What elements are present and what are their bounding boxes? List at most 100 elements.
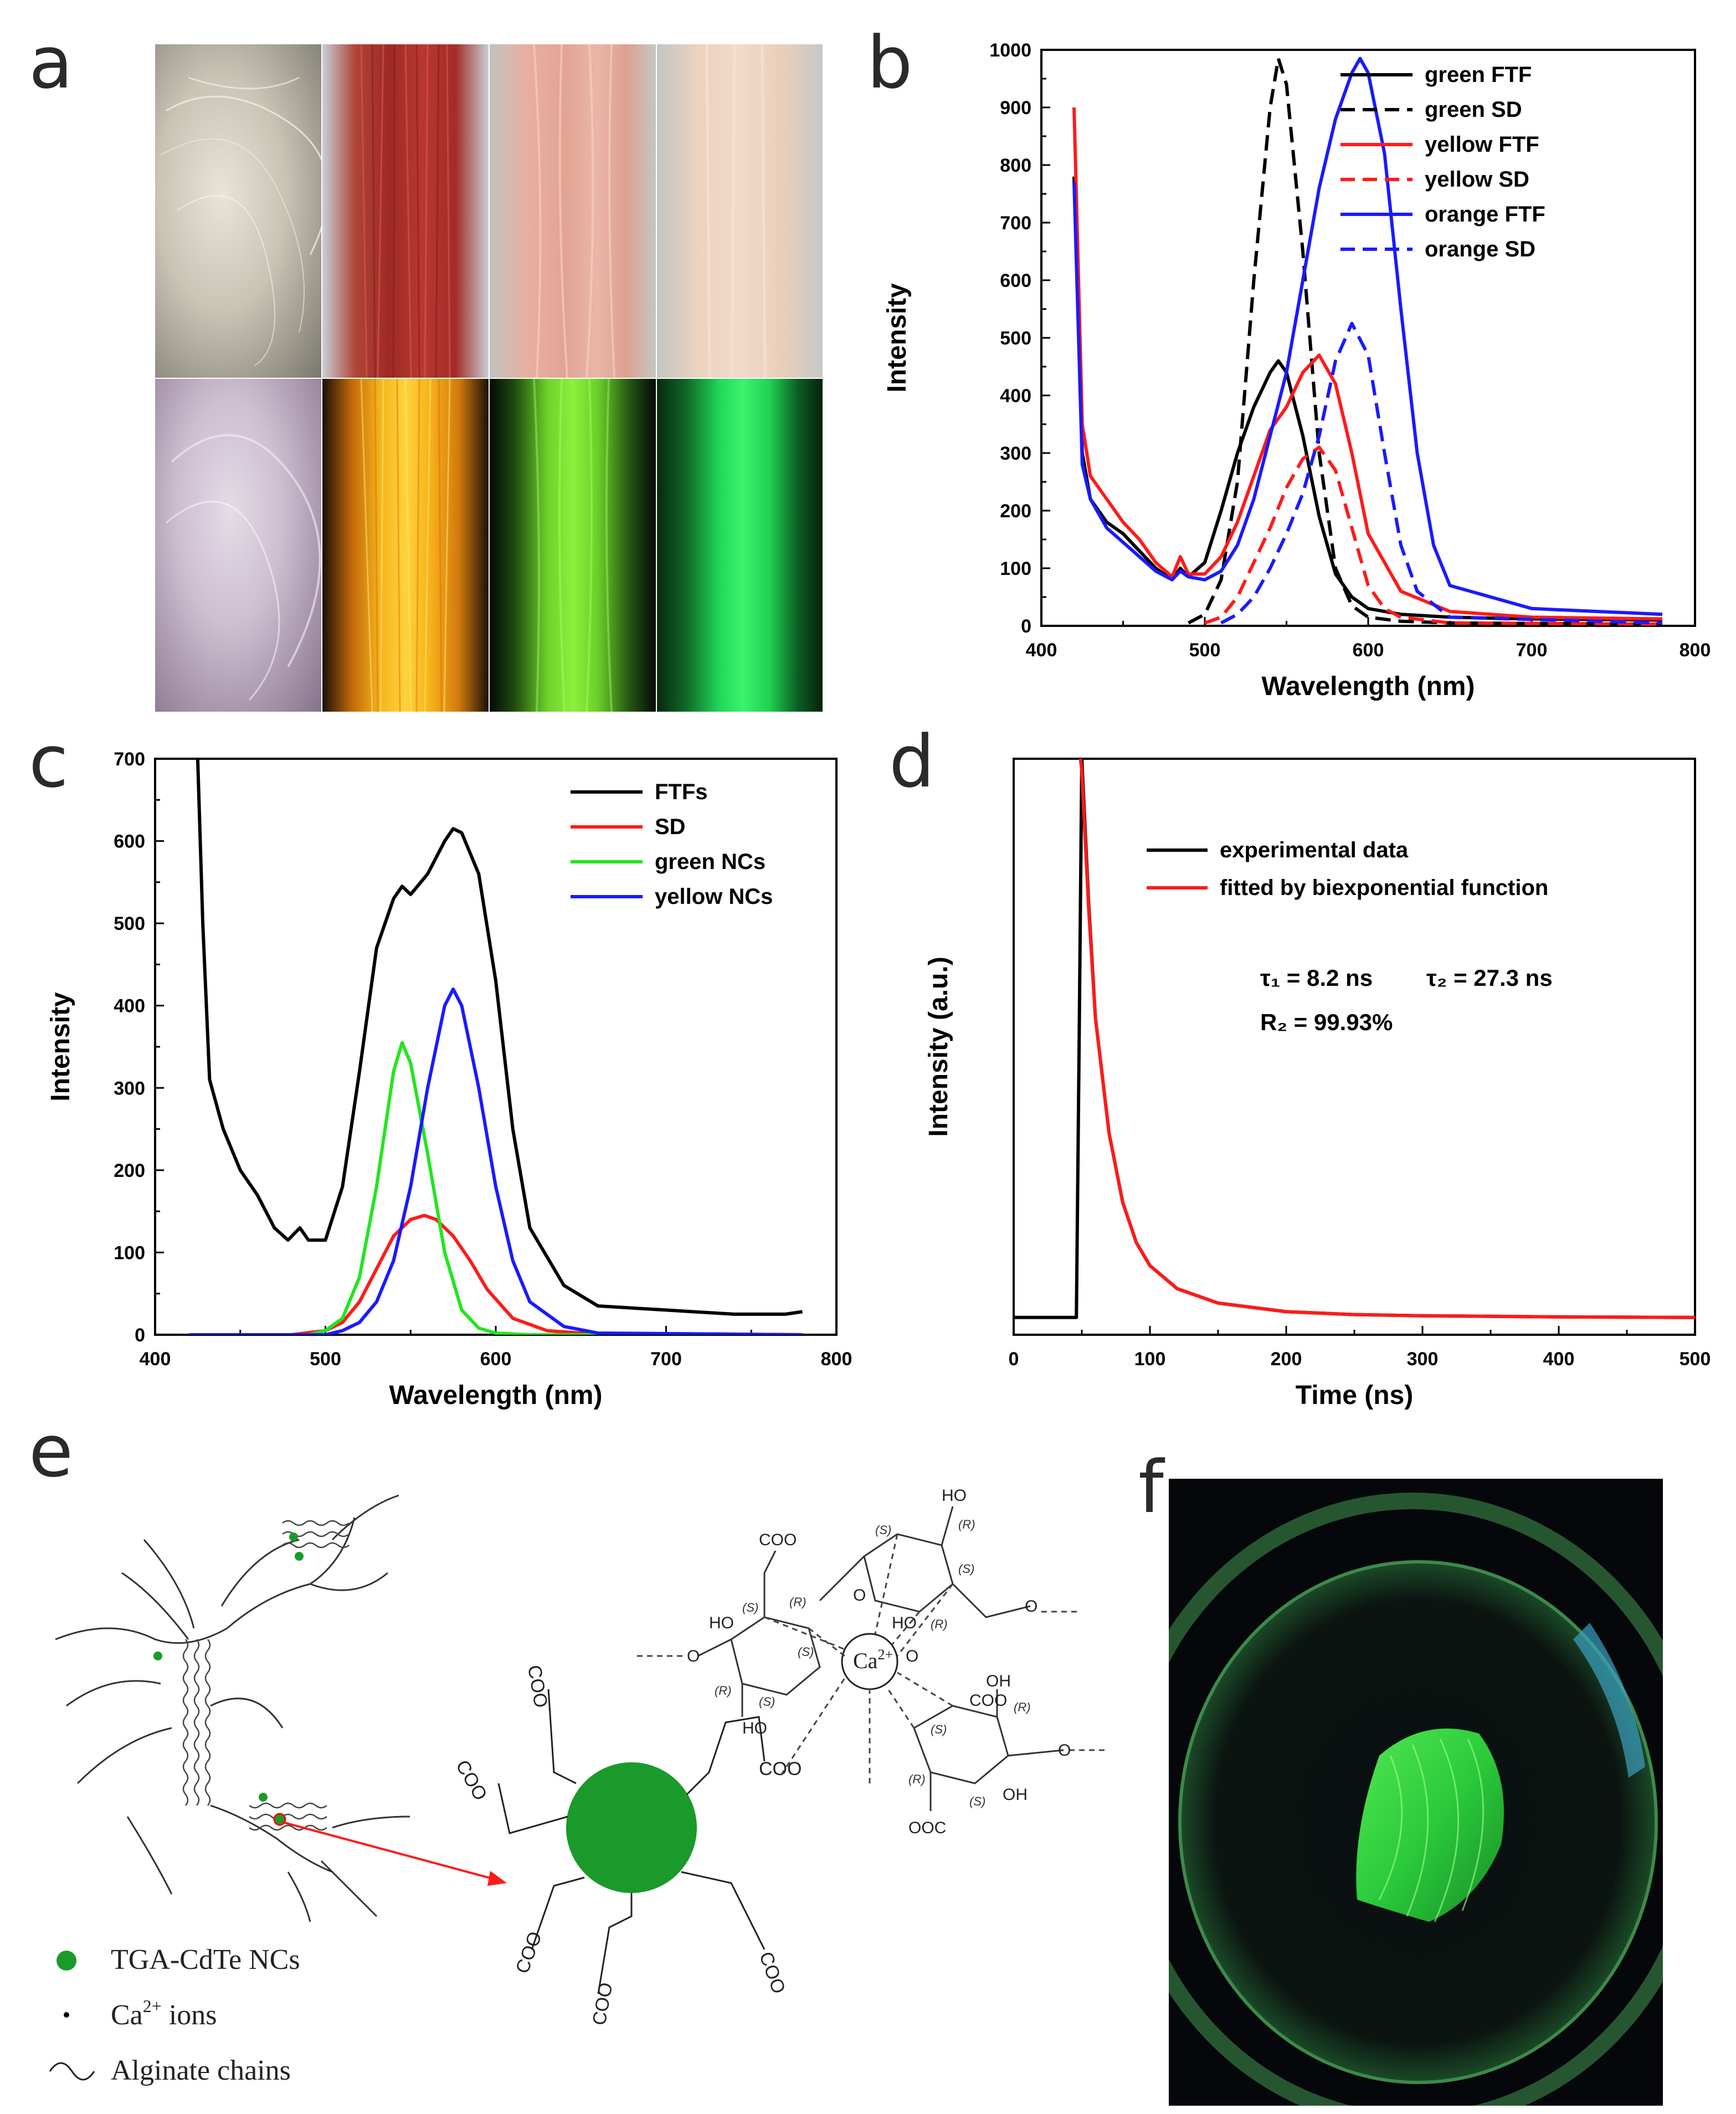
series-line-sd <box>189 1213 803 1335</box>
ho-top-label: HO <box>942 1487 967 1505</box>
x-tick-label: 100 <box>1134 1349 1166 1370</box>
y-axis-label: Intensity <box>882 283 912 393</box>
stereo-s-5: (S) <box>958 1562 974 1576</box>
legend-chain-symbol <box>49 2062 95 2081</box>
photo-bright-green-fibers <box>657 379 823 712</box>
photo-plain-fibers-uv <box>155 379 321 712</box>
x-tick-label: 700 <box>650 1349 682 1370</box>
dashed-bonds <box>637 1534 1108 1783</box>
panel-e-schematic: COO COO COO COO COO COO Ca2+ <box>49 1487 1108 2086</box>
nc-dots-on-fibers <box>153 1532 304 1826</box>
panel-label-a: a <box>29 20 73 105</box>
y-axis-label: Intensity (a.u.) <box>924 956 953 1136</box>
stereo-s-3: (S) <box>759 1695 775 1709</box>
cdte-nanocrystal <box>566 1762 697 1893</box>
o-label-4: O <box>687 1647 700 1665</box>
legend-label: orange FTF <box>1425 202 1545 227</box>
chart-d-plot: 0 100 200 300 400 500 Time (ns) Intensity (a.u.… <box>924 758 1711 1410</box>
y-tick-label: 100 <box>1000 558 1031 579</box>
o-label-5: O <box>853 1586 866 1604</box>
y-tick-label: 500 <box>114 913 145 934</box>
coo-label-5: COO <box>755 1949 789 1997</box>
annotation-tau2: τ₂ = 27.3 ns <box>1426 965 1553 991</box>
photo-peach-fibers <box>657 44 823 378</box>
x-tick-label: 500 <box>310 1349 341 1370</box>
stereo-labels: (S) (R) (S) (S) (R) (S) (R) (S) (R) (S) … <box>715 1518 1031 1808</box>
series-line-green-ncs <box>189 1041 803 1335</box>
peach-strands-texture <box>705 44 767 378</box>
series-line-yellow-ftf <box>1072 107 1663 621</box>
green-fiber-bundle <box>1356 1729 1504 1922</box>
o-label-3: O <box>1058 1741 1071 1760</box>
dish-label-strip <box>1573 1623 1645 1778</box>
legend-ca-label: Ca2+ ions <box>111 1996 217 2031</box>
series-line-orange-sd <box>1220 322 1663 625</box>
y-tick-label: 1000 <box>989 40 1031 61</box>
panel-label-d: d <box>889 719 935 804</box>
photo-orange-fluorescent-fibers <box>322 379 489 712</box>
alginate-atom-labels: COO HO HO HO HO OH OH COO OOC O O O O O <box>687 1487 1071 1837</box>
photo-plain-fibers <box>155 44 321 378</box>
x-tick-label: 0 <box>1009 1349 1019 1370</box>
fiber-strand-lines <box>1378 1738 1485 1922</box>
chart-d: 0 100 200 300 400 500 Time (ns) Intensity (a.u.… <box>924 758 1711 1410</box>
y-tick-label: 400 <box>1000 385 1031 407</box>
legend-label: yellow FTF <box>1425 132 1539 157</box>
stereo-r-6: (R) <box>908 1772 926 1786</box>
x-tick-label: 500 <box>1679 1349 1711 1370</box>
alginate-network <box>55 1494 410 1922</box>
series-line-ftfs <box>196 759 803 1316</box>
x-tick-label: 500 <box>1189 640 1221 661</box>
x-tick-label: 400 <box>1026 640 1057 661</box>
series-line-fitted-by-biexponential-function <box>1078 759 1695 1319</box>
coo-top-label: COO <box>759 1531 797 1549</box>
stereo-r-5: (R) <box>1014 1700 1031 1714</box>
dish-scene <box>1169 1493 1663 2106</box>
legend-nc-label: TGA-CdTe NCs <box>111 1944 300 1976</box>
y-tick-label: 200 <box>1000 501 1031 522</box>
x-tick-label: 400 <box>1543 1349 1575 1370</box>
panel-label-b: b <box>867 20 913 105</box>
ho-left-label: HO <box>709 1614 734 1632</box>
panel-label-e: e <box>29 1409 73 1493</box>
legend-label: green NCs <box>655 850 766 874</box>
coo-label-6: COO <box>759 1758 802 1779</box>
series-line-yellow-sd <box>1204 445 1663 626</box>
stereo-s-6: (S) <box>931 1722 947 1736</box>
coo-label-4: COO <box>589 1981 617 2027</box>
stereo-s-2: (S) <box>798 1645 814 1659</box>
y-tick-label: 300 <box>1000 443 1031 464</box>
series-line-orange-ftf <box>1072 56 1663 616</box>
x-tick-label: 300 <box>1407 1349 1439 1370</box>
chart-b: 400 500 600 700 800 0 100 200 300 400 500 600 700 800… <box>882 40 1711 701</box>
alginate-bundles <box>182 1520 350 1831</box>
tga-ligands <box>497 1689 766 1994</box>
series-line-yellow-ncs <box>189 987 803 1335</box>
ca-ion-label: Ca2+ <box>853 1647 893 1673</box>
y-tick-label: 700 <box>1000 213 1031 234</box>
y-tick-label: 400 <box>114 996 145 1017</box>
x-tick-label: 200 <box>1271 1349 1302 1370</box>
panel-label-c: c <box>29 719 69 804</box>
stereo-s-4: (S) <box>875 1523 891 1537</box>
y-tick-label: 600 <box>114 831 145 852</box>
y-tick-label: 600 <box>1000 270 1031 291</box>
chart-c: 400 500 600 700 800 0 100 200 300 400 500 600 700 Wav… <box>50 749 852 1410</box>
ho-bottom-label: HO <box>742 1719 767 1737</box>
legend-label: yellow SD <box>1425 167 1529 192</box>
photo-fluorescent-fibers-dish <box>1169 1479 1663 2106</box>
dish-outer-rim <box>1169 1493 1663 2106</box>
annotation-r2: R₂ = 99.93% <box>1260 1009 1393 1035</box>
stereo-r-3: (R) <box>958 1518 975 1531</box>
legend-ca-dot <box>64 2012 69 2018</box>
series-line-green-sd <box>1188 56 1663 626</box>
ca-ion-circle <box>841 1633 898 1690</box>
chart-b-plot: 400 500 600 700 800 0 100 200 300 400 500 600 700 800… <box>882 40 1711 701</box>
ho-mid-label: HO <box>892 1614 917 1632</box>
y-axis-label: Intensity <box>50 992 75 1102</box>
zoom-arrow-head <box>487 1871 507 1886</box>
panel-a-photo-grid <box>155 44 823 712</box>
coo-label-1: COO <box>523 1663 552 1709</box>
stereo-r-2: (R) <box>715 1684 732 1698</box>
x-tick-label: 800 <box>821 1349 852 1370</box>
